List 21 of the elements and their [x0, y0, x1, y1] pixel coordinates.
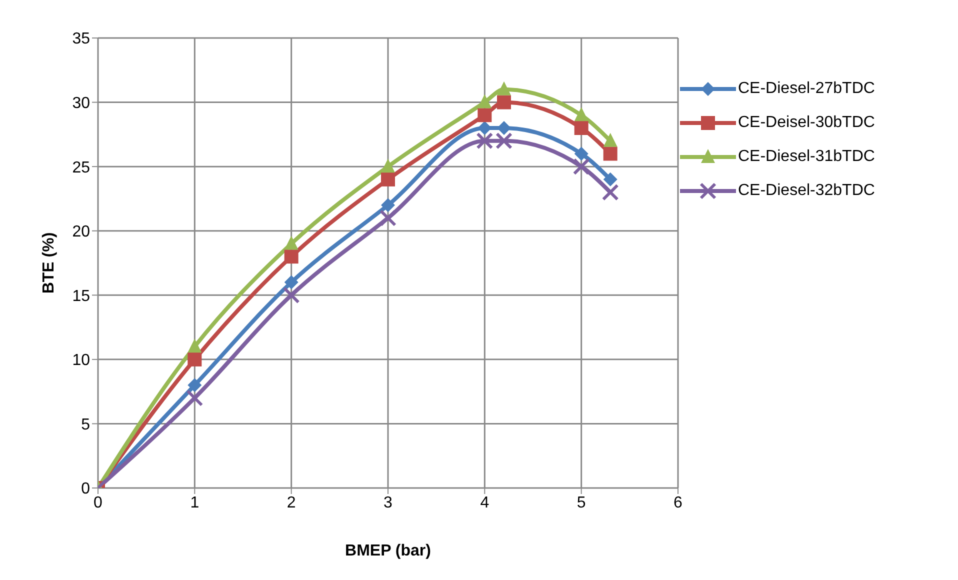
x-tick-label: 2 [286, 494, 296, 512]
x-tick-label: 0 [94, 494, 103, 512]
y-tick-label: 15 [72, 288, 90, 305]
x-tick-label: 4 [480, 494, 490, 512]
legend-label: CE-Diesel-27bTDC [738, 80, 875, 98]
y-tick-label: 20 [72, 224, 90, 241]
y-tick-label: 5 [81, 416, 90, 434]
x-tick-label: 6 [674, 494, 683, 512]
x-tick-label: 3 [384, 494, 393, 512]
legend-label: CE-Diesel-32bTDC [738, 182, 875, 200]
x-axis-title: BMEP (bar) [345, 542, 431, 560]
y-axis-title: BTE (%) [40, 232, 58, 294]
y-tick-label: 25 [72, 159, 90, 176]
y-tick-label: 10 [72, 352, 90, 370]
legend-label: CE-Diesel-31bTDC [738, 148, 875, 166]
x-tick-label: 5 [576, 494, 586, 512]
x-tick-label: 1 [190, 494, 200, 512]
y-tick-label: 0 [81, 480, 90, 498]
y-tick-label: 30 [72, 94, 90, 112]
y-tick-label: 35 [72, 30, 90, 48]
legend-label: CE-Deisel-30bTDC [738, 114, 875, 132]
